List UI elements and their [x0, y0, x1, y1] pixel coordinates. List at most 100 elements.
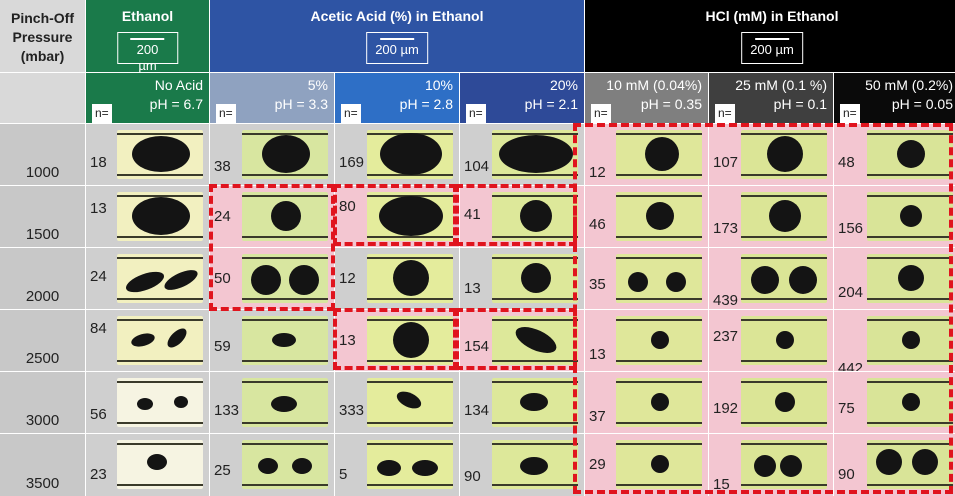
- droplet-image: [367, 192, 453, 241]
- column-label: 10 mM (0.04%): [606, 77, 702, 93]
- column-ph: pH = 0.1: [773, 96, 827, 112]
- droplet: [174, 396, 188, 408]
- sample-count: 48: [838, 154, 855, 171]
- sample-count: 38: [214, 158, 231, 175]
- droplet-image: [492, 440, 578, 489]
- droplet-image: [867, 440, 953, 489]
- scale-bar-hcl: 200 µm: [741, 32, 803, 64]
- droplet: [767, 136, 803, 172]
- sample-count: 439: [713, 292, 739, 309]
- droplet-image: [741, 254, 827, 303]
- droplet: [272, 333, 296, 347]
- droplet-image: [117, 254, 203, 303]
- group-title-acetic: Acetic Acid (%) in Ethanol: [310, 8, 484, 24]
- pressure-label-3000: 3000: [0, 372, 85, 433]
- sample-count: 50: [214, 270, 231, 287]
- sample-count: 192: [713, 400, 739, 417]
- table-cell: 50: [210, 248, 334, 309]
- droplet: [137, 398, 153, 410]
- droplet: [897, 140, 925, 168]
- droplet-image: [117, 440, 203, 489]
- n-label: n=: [591, 104, 611, 123]
- sample-count: 13: [464, 280, 481, 297]
- scale-bar-ethanol: 200 µm: [116, 32, 179, 72]
- sample-count: 24: [214, 208, 231, 225]
- sample-count: 18: [90, 154, 107, 171]
- scale-label: 200 µm: [136, 42, 159, 72]
- column-label: No Acid: [154, 77, 203, 93]
- droplet: [521, 263, 551, 293]
- droplet-image: [242, 378, 328, 427]
- droplet: [132, 136, 190, 172]
- table-cell: 90: [460, 434, 584, 496]
- droplet-image: [367, 378, 453, 427]
- table-cell: 104: [460, 124, 584, 185]
- table-cell: 15: [709, 434, 833, 496]
- droplet: [912, 449, 938, 475]
- column-label: 10%: [424, 77, 453, 93]
- column-ph: pH = 0.05: [891, 96, 953, 112]
- sample-count: 41: [464, 206, 481, 223]
- droplet: [520, 200, 552, 232]
- pressure-label-2500: 2500: [0, 310, 85, 371]
- table-cell: 46: [585, 186, 708, 247]
- droplet: [394, 388, 424, 412]
- table-cell: 173: [709, 186, 833, 247]
- table-cell: 24: [210, 186, 334, 247]
- droplet-image: [867, 192, 953, 241]
- droplet: [289, 265, 319, 295]
- droplet: [651, 331, 669, 349]
- column-label: 20%: [549, 77, 578, 93]
- droplet-image: [367, 440, 453, 489]
- sample-count: 442: [838, 360, 864, 371]
- n-label: n=: [466, 104, 486, 123]
- droplet: [123, 267, 167, 297]
- sample-count: 80: [339, 198, 356, 215]
- droplet: [754, 455, 776, 477]
- sample-count: 133: [214, 402, 240, 419]
- droplet-image: [616, 254, 702, 303]
- droplet-image: [242, 192, 328, 241]
- column-header-2: 10% pH = 2.8 n=: [335, 73, 459, 123]
- table-cell: 59: [210, 310, 334, 371]
- droplet-image: [741, 316, 827, 365]
- column-label: 5%: [307, 77, 328, 93]
- sample-count: 107: [713, 154, 739, 171]
- scale-label: 200 µm: [375, 42, 419, 57]
- droplet-image: [616, 316, 702, 365]
- sample-count: 237: [713, 328, 739, 345]
- droplet-image: [741, 378, 827, 427]
- droplet: [789, 266, 817, 294]
- sample-count: 35: [589, 276, 606, 293]
- group-title-ethanol: Ethanol: [121, 8, 174, 24]
- table-cell: 133: [210, 372, 334, 433]
- sample-count: 84: [90, 320, 107, 337]
- sample-count: 15: [713, 476, 730, 493]
- table-cell: 13: [585, 310, 708, 371]
- table-cell: 442: [834, 310, 955, 371]
- sample-count: 59: [214, 338, 231, 355]
- pressure-label-2000: 2000: [0, 248, 85, 309]
- table-cell: 333: [335, 372, 459, 433]
- n-label: n=: [715, 104, 735, 123]
- droplet: [251, 265, 281, 295]
- droplet-image: [616, 440, 702, 489]
- column-label: 25 mM (0.1 %): [735, 77, 827, 93]
- sample-count: 13: [90, 200, 107, 217]
- sample-count: 154: [464, 338, 490, 355]
- droplet: [132, 197, 190, 235]
- droplet-image: [367, 130, 453, 179]
- droplet: [876, 449, 902, 475]
- droplet: [902, 331, 920, 349]
- droplet: [775, 392, 795, 412]
- droplet: [769, 200, 801, 232]
- table-cell: 169: [335, 124, 459, 185]
- pressure-label-1000: 1000: [0, 124, 85, 185]
- droplet-image: [492, 316, 578, 365]
- sample-count: 13: [339, 332, 356, 349]
- table-cell: 48: [834, 124, 955, 185]
- droplet: [511, 321, 561, 359]
- table-cell: 41: [460, 186, 584, 247]
- droplet-image: [242, 130, 328, 179]
